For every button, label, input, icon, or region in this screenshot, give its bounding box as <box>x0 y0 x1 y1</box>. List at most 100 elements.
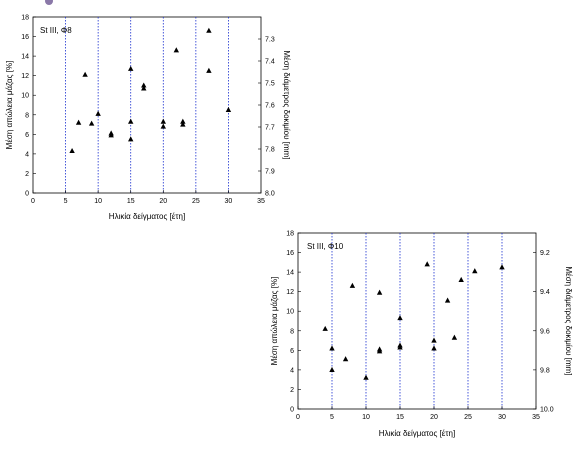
y-tick-label: 6 <box>290 348 294 355</box>
data-point-triangle <box>424 261 430 267</box>
x-tick-label: 15 <box>396 414 404 421</box>
y2-tick-label: 8.0 <box>265 191 275 198</box>
y2-tick-label: 7.7 <box>265 125 275 132</box>
y-tick-label: 10 <box>286 309 294 316</box>
y2-tick-label: 10.0 <box>540 407 554 414</box>
y-tick-label: 0 <box>290 407 294 414</box>
data-point-triangle <box>69 147 75 154</box>
data-point-triangle <box>397 315 403 321</box>
data-point-triangle <box>451 334 458 340</box>
vertical-guides <box>331 233 503 409</box>
data-point-triangle <box>82 71 88 77</box>
x-tick-label: 25 <box>464 414 472 421</box>
y-tick-label: 8 <box>25 112 29 119</box>
y-tick-label: 18 <box>286 231 294 238</box>
y2-tick-label: 7.5 <box>265 81 275 88</box>
y2-tick-label: 9.2 <box>540 250 550 257</box>
y-tick-label: 2 <box>290 387 294 394</box>
y2-tick-label: 7.6 <box>265 103 275 110</box>
data-point-triangle <box>458 276 464 283</box>
y-tick-label: 0 <box>25 191 29 198</box>
y-tick-label: 4 <box>290 367 294 374</box>
data-point-triangle <box>141 85 147 91</box>
y-tick-label: 8 <box>290 328 294 335</box>
data-point-triangle <box>363 374 369 380</box>
y-tick-label: 4 <box>25 151 29 158</box>
data-point-triangle <box>141 82 147 88</box>
data-point-triangle <box>444 297 451 303</box>
y2-tick-label: 7.4 <box>265 59 275 66</box>
data-point-triangle <box>322 325 328 331</box>
plot-frame <box>32 16 262 194</box>
y2-axis-ticks: 9.2 9.4 9.6 9.8 10.0 <box>533 250 554 414</box>
x-tick-label: 20 <box>430 414 438 421</box>
data-point-triangle <box>128 118 134 124</box>
data-point-triangle <box>376 348 383 354</box>
y-axis-label: Μέση απώλεια μάζας [%] <box>270 277 279 366</box>
x-tick-label: 35 <box>257 198 265 205</box>
data-point-triangle <box>75 119 82 125</box>
y2-axis-label: Μέση διάμετρος δοκιμίου [mm] <box>564 267 573 376</box>
y2-tick-label: 7.9 <box>265 169 275 176</box>
x-tick-label: 30 <box>225 198 233 205</box>
data-point-triangle <box>376 289 383 295</box>
x-tick-label: 10 <box>362 414 370 421</box>
x-axis-ticks: 0 5 10 15 20 25 30 35 <box>296 406 540 421</box>
x-tick-label: 35 <box>532 414 540 421</box>
y2-tick-label: 9.6 <box>540 328 550 335</box>
data-point-triangle <box>206 67 212 73</box>
decorative-dot-icon <box>45 0 53 5</box>
data-point-triangle <box>88 120 95 126</box>
y-tick-label: 16 <box>21 34 29 41</box>
data-point-triangle <box>173 47 180 53</box>
y2-axis-ticks: 7.3 7.4 7.5 7.6 7.7 7.8 7.9 8.0 <box>258 37 275 198</box>
x-axis-label: Ηλικία δείγματος [έτη] <box>379 429 455 438</box>
chart-panel-phi8: 0 5 10 15 20 25 30 35 0 2 4 6 8 10 12 14 16 18 7.3 7.4 7.5… <box>5 15 291 222</box>
data-point-triangle <box>128 65 134 71</box>
y-tick-label: 14 <box>286 270 294 277</box>
y-tick-label: 16 <box>286 250 294 257</box>
x-tick-label: 0 <box>296 414 300 421</box>
data-point-triangle <box>397 344 403 350</box>
data-point-triangle <box>95 110 101 116</box>
y-tick-label: 18 <box>21 15 29 22</box>
data-point-triangle <box>206 27 212 33</box>
data-point-triangle <box>329 366 335 372</box>
chart-panel-phi10: 0 5 10 15 20 25 30 35 0 2 4 6 8 10 12 14 16 18 9.2 9.4 9.6… <box>270 231 573 439</box>
data-point-triangle <box>160 123 166 129</box>
data-point-triangle <box>472 268 478 274</box>
chart-title: St III, Φ10 <box>307 242 344 251</box>
y2-tick-label: 9.8 <box>540 367 550 374</box>
data-point-triangle <box>499 264 505 270</box>
data-point-triangle <box>128 136 134 142</box>
y2-tick-label: 7.3 <box>265 37 275 44</box>
data-point-triangle <box>180 118 186 124</box>
y-tick-label: 14 <box>21 54 29 61</box>
data-point-triangle <box>431 345 437 351</box>
data-point-triangle <box>349 282 356 288</box>
y2-tick-label: 9.4 <box>540 289 550 296</box>
data-point-triangle <box>342 356 349 362</box>
data-point-triangle <box>225 106 232 112</box>
data-point-triangle <box>108 132 114 138</box>
x-tick-label: 15 <box>127 198 135 205</box>
y-tick-label: 2 <box>25 171 29 178</box>
data-point-triangle <box>160 118 166 124</box>
x-tick-label: 0 <box>31 198 35 205</box>
data-points <box>69 27 232 154</box>
y-tick-label: 10 <box>21 93 29 100</box>
x-axis-ticks: 0 5 10 15 20 25 30 35 <box>31 190 265 205</box>
data-point-triangle <box>431 337 437 343</box>
x-tick-label: 5 <box>330 414 334 421</box>
data-points <box>322 261 505 380</box>
x-axis-label: Ηλικία δείγματος [έτη] <box>109 212 185 221</box>
x-tick-label: 25 <box>192 198 200 205</box>
y-axis-ticks: 0 2 4 6 8 10 12 14 16 18 <box>21 15 36 198</box>
vertical-guides <box>65 17 229 193</box>
x-tick-label: 30 <box>498 414 506 421</box>
x-tick-label: 5 <box>64 198 68 205</box>
data-point-triangle <box>180 121 186 127</box>
y-tick-label: 12 <box>21 73 29 80</box>
chart-title: St III, Φ8 <box>40 26 72 35</box>
